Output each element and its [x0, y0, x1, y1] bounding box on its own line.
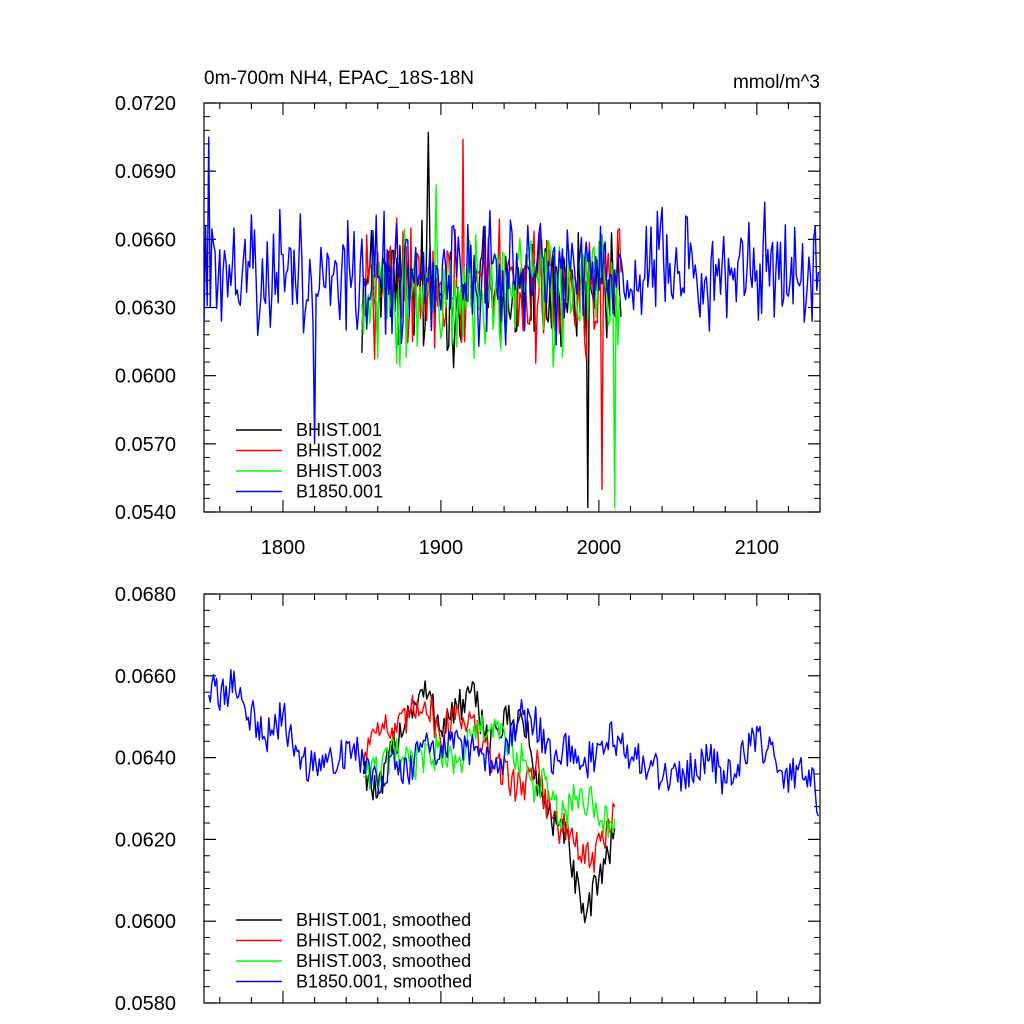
- series-line-3: [208, 669, 820, 817]
- y-tick-label: 0.0660: [115, 666, 176, 688]
- y-tick-label: 0.0690: [115, 161, 176, 183]
- y-tick-label: 0.0620: [115, 829, 176, 851]
- series-line-2: [363, 714, 616, 838]
- plot-frame: [203, 593, 821, 1004]
- series-line-2: [361, 184, 622, 509]
- series-line-1: [362, 694, 616, 873]
- y-tick-label: 0.0540: [115, 502, 176, 524]
- legend-label-2: BHIST.003, smoothed: [296, 951, 471, 971]
- y-tick-label: 0.0630: [115, 298, 176, 320]
- legend-label-2: BHIST.003: [296, 461, 382, 481]
- top-chart-title: 0m-700m NH4, EPAC_18S-18N: [204, 68, 474, 89]
- legend-label-1: BHIST.002: [296, 441, 382, 461]
- y-tick-label: 0.0600: [115, 366, 176, 388]
- series-line-3: [204, 136, 820, 445]
- y-tick-label: 0.0600: [115, 911, 176, 933]
- y-tick-label: 0.0720: [115, 93, 176, 115]
- legend-label-0: BHIST.001: [296, 420, 382, 440]
- y-tick-label: 0.0580: [115, 993, 176, 1015]
- legend-label-0: BHIST.001, smoothed: [296, 910, 471, 930]
- x-tick-label: 1800: [261, 537, 306, 559]
- bottom-chart: 0.0580 0.0600 0.0620 0.0640 0.0660 0.0680 BHIS…: [115, 584, 821, 1015]
- y-tick-label: 0.0680: [115, 584, 176, 606]
- x-tick-label: 2100: [735, 537, 780, 559]
- legend-label-1: BHIST.002, smoothed: [296, 931, 471, 951]
- x-tick-label: 1900: [419, 537, 464, 559]
- legend-label-3: B1850.001: [296, 482, 383, 502]
- y-tick-label: 0.0640: [115, 748, 176, 770]
- top-chart: 0.0540 0.0570 0.0600 0.0630 0.0660 0.0690 0.07…: [115, 93, 821, 559]
- y-tick-label: 0.0570: [115, 434, 176, 456]
- x-tick-label: 2000: [577, 537, 622, 559]
- top-chart-units: mmol/m^3: [733, 72, 820, 93]
- legend-label-3: B1850.001, smoothed: [296, 972, 472, 992]
- y-tick-label: 0.0660: [115, 229, 176, 251]
